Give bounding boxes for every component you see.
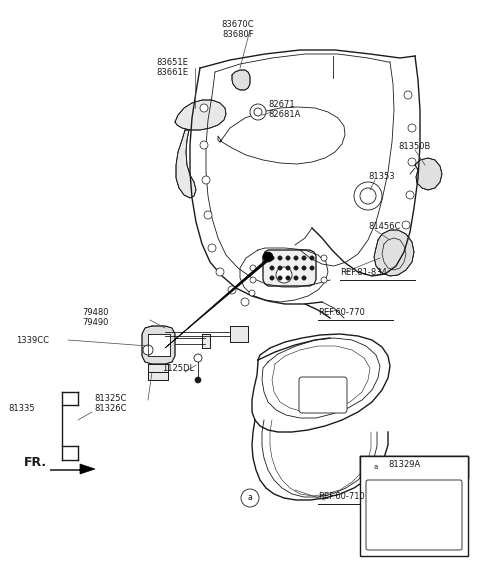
Text: 83651E: 83651E	[156, 58, 188, 67]
Circle shape	[216, 268, 224, 276]
Circle shape	[402, 221, 410, 229]
Text: a: a	[248, 493, 252, 503]
Polygon shape	[374, 230, 414, 276]
Circle shape	[204, 211, 212, 219]
Circle shape	[241, 298, 249, 306]
Text: REF.81-834: REF.81-834	[340, 268, 387, 277]
Text: 81325C: 81325C	[94, 394, 126, 403]
Text: 81456C: 81456C	[368, 222, 400, 231]
Polygon shape	[263, 250, 316, 286]
Text: 83661E: 83661E	[156, 68, 188, 77]
Text: 83670C: 83670C	[222, 20, 254, 29]
Circle shape	[270, 276, 274, 280]
Circle shape	[270, 266, 274, 270]
Text: a: a	[374, 464, 378, 470]
Circle shape	[250, 104, 266, 120]
Text: 1339CC: 1339CC	[16, 336, 49, 345]
Circle shape	[286, 256, 290, 260]
Polygon shape	[148, 372, 168, 380]
Circle shape	[360, 188, 376, 204]
Polygon shape	[175, 100, 226, 130]
Circle shape	[200, 141, 208, 149]
Circle shape	[286, 276, 290, 280]
Circle shape	[270, 256, 274, 260]
FancyBboxPatch shape	[360, 456, 468, 556]
Text: 79490: 79490	[82, 318, 108, 327]
Text: REF.60-770: REF.60-770	[318, 308, 365, 317]
Polygon shape	[142, 326, 175, 364]
Circle shape	[241, 489, 259, 507]
Polygon shape	[230, 326, 248, 342]
Circle shape	[249, 290, 255, 296]
Circle shape	[406, 191, 414, 199]
Polygon shape	[232, 70, 250, 90]
Polygon shape	[176, 130, 196, 198]
Polygon shape	[165, 256, 270, 348]
FancyBboxPatch shape	[366, 480, 462, 550]
Polygon shape	[415, 158, 442, 190]
Text: 79480: 79480	[82, 308, 108, 317]
Text: 81326C: 81326C	[94, 404, 127, 413]
Text: 81353: 81353	[368, 172, 395, 181]
Circle shape	[143, 345, 153, 355]
Text: 83680F: 83680F	[222, 30, 254, 39]
Circle shape	[202, 176, 210, 184]
Circle shape	[321, 255, 327, 261]
Polygon shape	[360, 456, 468, 478]
Text: 81335: 81335	[8, 404, 35, 413]
Circle shape	[310, 256, 314, 260]
Circle shape	[276, 267, 292, 283]
Circle shape	[302, 266, 306, 270]
Circle shape	[408, 124, 416, 132]
Circle shape	[250, 277, 256, 283]
Circle shape	[208, 244, 216, 252]
Circle shape	[263, 252, 273, 262]
Circle shape	[278, 266, 282, 270]
Circle shape	[369, 460, 383, 474]
Circle shape	[310, 266, 314, 270]
Circle shape	[228, 286, 236, 294]
Circle shape	[200, 104, 208, 112]
Text: 82671: 82671	[268, 100, 295, 109]
Polygon shape	[148, 364, 168, 372]
Text: 81350B: 81350B	[398, 142, 431, 151]
FancyBboxPatch shape	[299, 377, 347, 413]
Circle shape	[321, 277, 327, 283]
Circle shape	[278, 256, 282, 260]
Polygon shape	[50, 464, 95, 474]
Circle shape	[354, 182, 382, 210]
Circle shape	[294, 276, 298, 280]
Polygon shape	[148, 334, 170, 356]
Text: FR.: FR.	[24, 456, 47, 469]
Circle shape	[254, 108, 262, 116]
Circle shape	[302, 256, 306, 260]
Circle shape	[278, 276, 282, 280]
Circle shape	[294, 256, 298, 260]
Circle shape	[302, 276, 306, 280]
Text: 81329A: 81329A	[388, 460, 420, 469]
Circle shape	[408, 158, 416, 166]
Text: 1125DL: 1125DL	[162, 364, 194, 373]
Circle shape	[194, 354, 202, 362]
Circle shape	[404, 91, 412, 99]
Circle shape	[294, 266, 298, 270]
Text: REF.60-710: REF.60-710	[318, 492, 365, 501]
Polygon shape	[202, 334, 210, 348]
Circle shape	[286, 266, 290, 270]
Text: 82681A: 82681A	[268, 110, 300, 119]
Circle shape	[250, 265, 256, 271]
Circle shape	[195, 377, 201, 383]
